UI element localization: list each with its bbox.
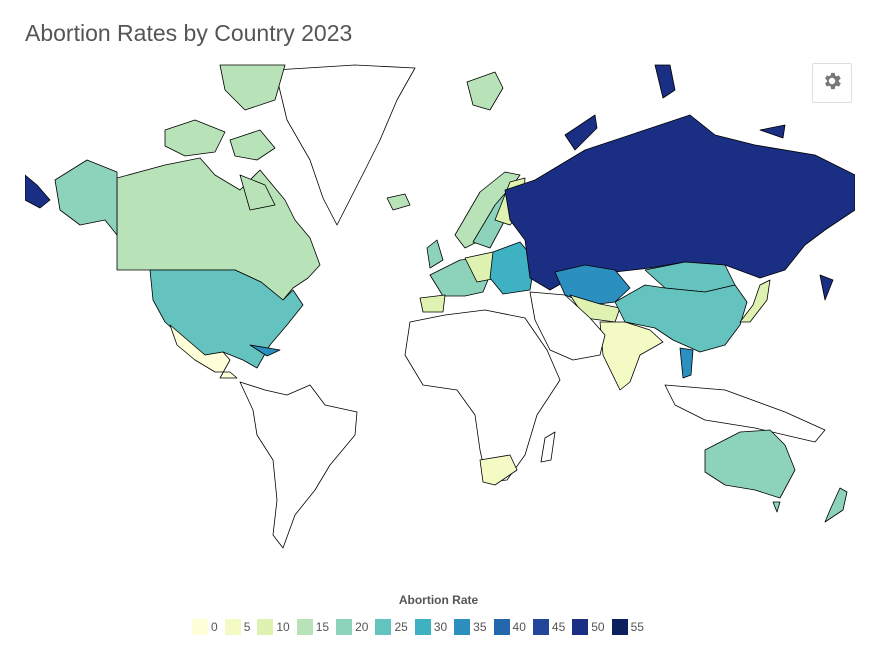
legend-label: 25 [394,620,408,634]
legend-label: 5 [243,620,251,634]
country-russia[interactable] [504,114,855,291]
country-greenland[interactable] [274,64,416,226]
legend-item: 25 [375,619,408,635]
legend-item: 45 [532,619,566,635]
country-india[interactable] [599,321,664,391]
settings-button[interactable] [812,63,852,103]
legend-label: 55 [630,620,644,634]
legend-label: 15 [315,620,330,634]
region-iberia[interactable] [419,294,446,313]
legend-swatch [414,619,431,635]
legend-item: 15 [296,619,330,635]
country-new-zealand[interactable] [824,487,848,523]
country-australia[interactable] [704,429,796,499]
legend-swatch [257,619,274,635]
legend-label: 10 [276,620,290,634]
legend-label: 50 [591,620,605,634]
country-canada-islands[interactable] [164,64,286,211]
region-south-america[interactable] [239,381,358,549]
legend: 0 5 10 15 20 25 30 35 40 45 50 55 [192,619,651,635]
country-china[interactable] [614,284,748,353]
legend-swatch [532,619,549,635]
country-south-africa[interactable] [479,454,518,486]
country-russia-islands[interactable] [564,64,834,301]
country-madagascar[interactable] [540,431,556,463]
country-japan[interactable] [739,279,771,323]
region-eastern-europe[interactable] [489,241,536,295]
country-iceland[interactable] [386,193,411,211]
map-title: Abortion Rates by Country 2023 [25,20,353,46]
region-southeast-asia[interactable] [664,384,826,443]
legend-item: 50 [572,619,605,635]
gear-icon [821,70,843,97]
world-map [25,64,855,549]
legend-label: 30 [433,620,448,634]
legend-item: 0 [192,619,219,635]
country-vietnam[interactable] [679,347,694,379]
legend-item: 10 [257,619,290,635]
legend-swatch [224,619,241,635]
legend-label: 35 [473,620,487,634]
legend-label: 40 [512,620,526,634]
legend-label: 20 [355,620,369,634]
region-middle-east[interactable] [529,291,606,361]
legend-swatch [336,619,353,635]
legend-swatch [611,619,628,635]
country-russia-east-tip[interactable] [25,174,51,209]
country-mexico[interactable] [169,324,238,379]
legend-swatch [493,619,510,635]
legend-item: 30 [414,619,448,635]
legend-swatch [375,619,392,635]
legend-item: 35 [454,619,487,635]
legend-title: Abortion Rate [398,593,479,607]
country-uk[interactable] [426,239,444,269]
legend-swatch [296,619,313,635]
region-africa[interactable] [404,309,561,483]
country-kazakhstan[interactable] [554,264,631,306]
country-tasmania[interactable] [772,501,781,513]
country-cuba[interactable] [249,344,281,357]
legend-item: 55 [611,619,645,635]
legend-label: 0 [211,620,218,634]
legend-label: 45 [551,620,566,634]
legend-swatch [454,619,471,635]
country-svalbard[interactable] [466,71,504,111]
legend-swatch [572,619,589,635]
country-alaska[interactable] [54,159,118,236]
legend-item: 40 [493,619,527,635]
legend-item: 20 [336,619,369,635]
legend-swatch [192,619,208,635]
legend-item: 5 [224,619,252,635]
